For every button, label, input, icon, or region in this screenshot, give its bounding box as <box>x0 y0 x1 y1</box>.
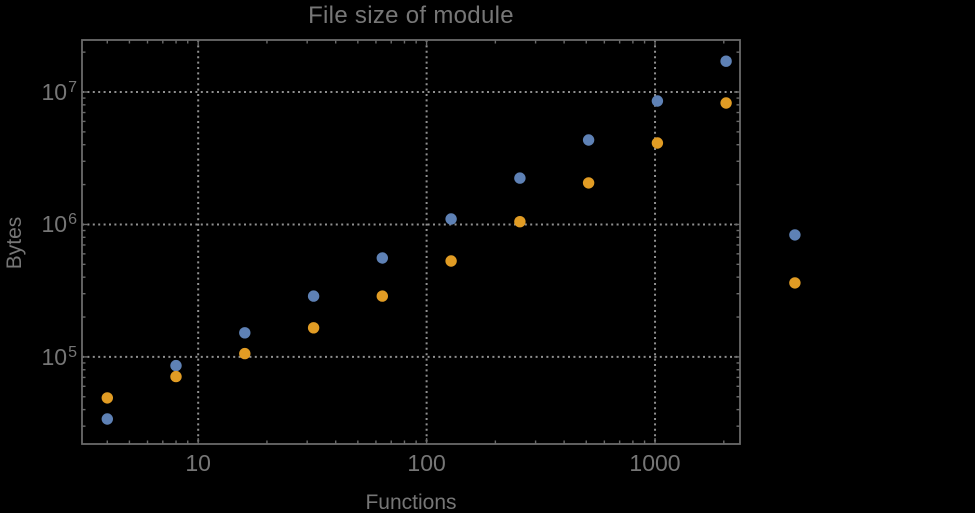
y-tick-label: 106 <box>41 211 78 238</box>
data-point-series-orange <box>720 97 732 109</box>
data-point-series-orange <box>239 347 251 360</box>
chart-title: File size of module <box>308 2 514 29</box>
data-point-series-blue <box>376 252 388 264</box>
data-point-series-orange <box>101 392 114 404</box>
x-axis-label: Functions <box>365 491 457 513</box>
data-point-series-orange <box>582 177 595 189</box>
data-point-series-orange <box>514 216 526 228</box>
data-point-series-blue <box>445 213 457 225</box>
x-tick-label: 10 <box>185 450 211 476</box>
plot-frame <box>81 39 741 445</box>
data-point-series-orange <box>789 277 801 289</box>
data-point-series-blue <box>239 327 251 339</box>
data-point-series-orange <box>651 137 664 149</box>
data-point-series-blue <box>720 55 732 67</box>
data-point-series-orange <box>170 370 182 383</box>
data-point-series-blue <box>651 95 664 107</box>
tick-marks <box>82 40 740 444</box>
y-axis-label: Bytes <box>3 216 26 270</box>
data-point-series-orange <box>376 290 388 302</box>
scatter-points <box>101 55 801 425</box>
data-point-series-blue <box>582 134 595 146</box>
data-point-series-blue <box>514 172 526 184</box>
data-point-series-blue <box>101 413 114 425</box>
y-tick-label: 105 <box>41 343 78 370</box>
grid-lines <box>82 40 740 444</box>
x-tick-label: 1000 <box>629 450 681 476</box>
data-point-series-orange <box>445 255 457 267</box>
data-point-series-blue <box>170 359 182 372</box>
y-tick-label: 107 <box>41 79 78 105</box>
x-tick-label: 100 <box>407 450 446 476</box>
data-point-series-blue <box>307 290 320 302</box>
data-point-series-orange <box>307 322 320 334</box>
data-point-series-blue <box>789 229 801 241</box>
